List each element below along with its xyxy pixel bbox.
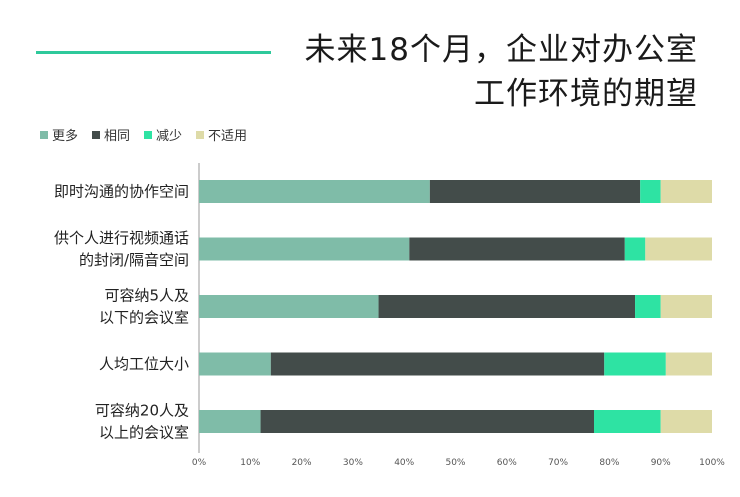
category-label-4: 可容纳20人及以上的会议室 [95, 402, 189, 442]
title-accent-line [36, 51, 271, 54]
bar-same-2 [378, 295, 636, 318]
legend-item-less: 减少 [144, 125, 182, 144]
legend-swatch-less [144, 130, 153, 139]
chart-title: 未来18个月，企业对办公室 工作环境的期望 [305, 28, 698, 116]
legend-item-same: 相同 [92, 125, 130, 144]
bar-less-3 [604, 352, 666, 376]
category-label-1: 供个人进行视频通话的封闭/隔音空间 [54, 229, 189, 269]
bar-more-1 [199, 237, 410, 261]
bar-na-0 [660, 180, 712, 203]
legend-item-na: 不适用 [196, 125, 247, 144]
x-tick-label-0: 0% [192, 458, 207, 468]
legend-label-more: 更多 [52, 129, 79, 144]
x-tick-label-4: 40% [394, 458, 414, 468]
bar-same-1 [409, 237, 625, 261]
bar-more-2 [199, 295, 379, 318]
bar-na-3 [665, 352, 712, 376]
x-tick-label-5: 50% [445, 458, 465, 468]
x-tick-label-6: 60% [497, 458, 517, 468]
legend-item-more: 更多 [40, 125, 78, 144]
x-tick-label-10: 100% [699, 458, 725, 468]
bar-na-4 [660, 410, 712, 433]
x-tick-label-8: 80% [599, 458, 619, 468]
legend-swatch-more [40, 130, 48, 139]
x-tick-label-9: 90% [651, 458, 671, 468]
category-label-2: 可容纳5人及以下的会议室 [99, 287, 189, 327]
bar-more-0 [199, 180, 430, 203]
bar-more-3 [199, 352, 271, 376]
bar-more-4 [199, 410, 261, 433]
legend-label-na: 不适用 [208, 129, 248, 144]
bar-same-4 [260, 410, 595, 433]
x-tick-label-2: 20% [292, 458, 312, 468]
bar-less-2 [635, 295, 661, 318]
legend-label-same: 相同 [104, 129, 131, 144]
bar-na-1 [645, 237, 712, 261]
bar-less-4 [594, 410, 661, 433]
x-tick-label-1: 10% [240, 458, 260, 468]
bar-same-0 [429, 180, 641, 203]
x-tick-label-3: 30% [343, 458, 363, 468]
bar-less-0 [640, 180, 661, 203]
legend: 更多 相同 减少 不适用 [40, 125, 247, 144]
x-tick-label-7: 70% [548, 458, 568, 468]
bar-less-1 [624, 237, 646, 261]
bar-same-3 [270, 352, 605, 376]
chart-title-line-1: 未来18个月，企业对办公室 [304, 32, 698, 68]
category-label-3: 人均工位大小 [99, 355, 189, 373]
legend-label-less: 减少 [156, 129, 183, 144]
bar-na-2 [660, 295, 712, 318]
legend-swatch-same [92, 130, 101, 139]
category-label-0: 即时沟通的协作空间 [54, 183, 189, 201]
legend-swatch-na [196, 130, 205, 139]
chart-title-line-2: 工作环境的期望 [474, 76, 698, 112]
